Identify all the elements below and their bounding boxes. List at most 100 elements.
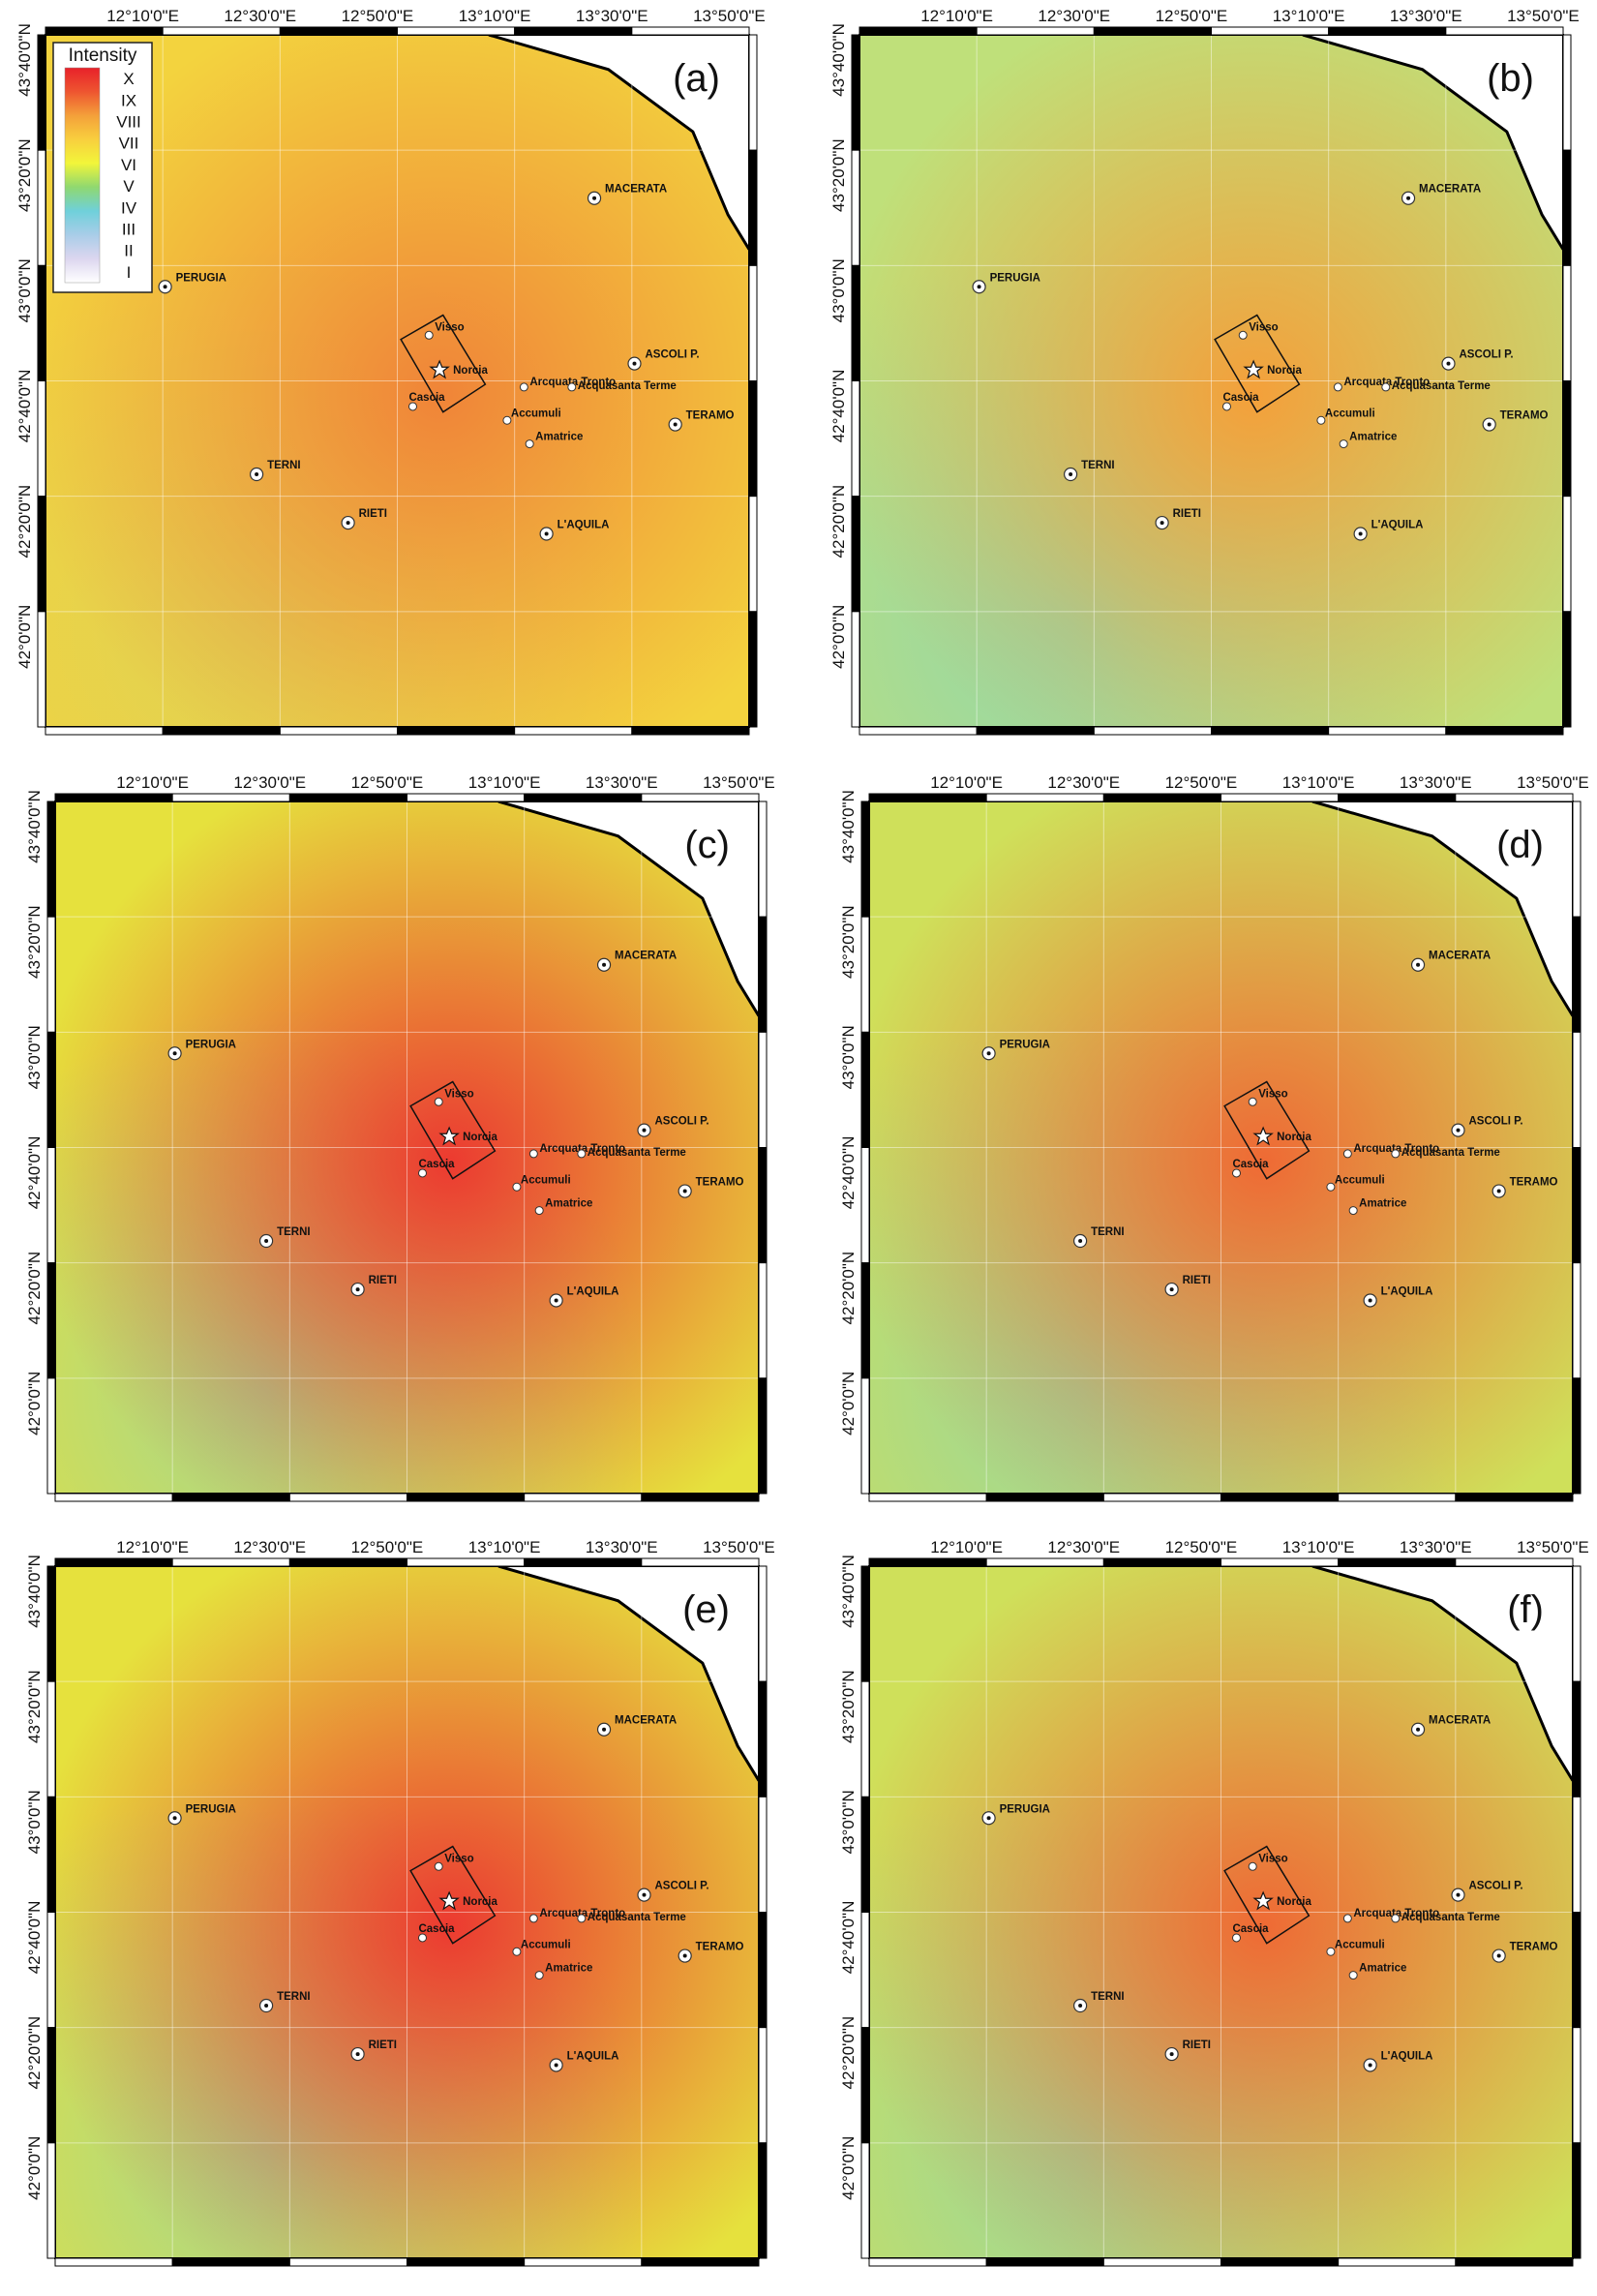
border-segment <box>1562 149 1572 266</box>
city-marker-dot <box>264 1239 269 1244</box>
city-marker-dot <box>1078 1239 1083 1244</box>
town-marker-icon <box>1342 1914 1352 1923</box>
epicenter-star-icon <box>438 1126 460 1146</box>
town-marker-icon <box>528 1149 538 1159</box>
border-segment <box>860 1912 870 2029</box>
border-segment <box>1445 26 1564 36</box>
border-segment <box>1572 1377 1582 1495</box>
city-label: Accumuli <box>1335 1939 1385 1950</box>
city-label: Arcquata Tronto <box>529 377 616 388</box>
border-segment <box>524 1493 643 1502</box>
border-segment <box>37 264 46 381</box>
border-segment <box>631 726 750 736</box>
city-marker-dot <box>1456 1128 1461 1133</box>
town-marker-icon <box>407 402 417 411</box>
city-label: TERAMO <box>696 1942 744 1953</box>
legend-color-ramp <box>64 67 101 284</box>
latitude-tick-label: 42°0'0"N <box>839 2136 858 2200</box>
city-label: Norcia <box>453 365 488 377</box>
epicenter-star-icon <box>1252 1890 1274 1911</box>
border-segment <box>1220 2257 1340 2267</box>
latitude-tick-label: 42°40'0"N <box>829 370 848 443</box>
legend-level-label: II <box>124 242 133 260</box>
longitude-tick-label: 12°50'0"E <box>351 773 424 792</box>
border-segment <box>37 611 46 728</box>
city-label: RIETI <box>369 1275 397 1286</box>
city-label: ASCOLI P. <box>1468 1116 1522 1128</box>
border-segment <box>397 726 516 736</box>
border-segment <box>758 801 768 918</box>
longitude-tick-label: 12°10'0"E <box>106 7 179 25</box>
longitude-tick-label: 13°10'0"E <box>1282 773 1355 792</box>
border-segment <box>1572 1912 1582 2029</box>
border-segment <box>851 149 860 266</box>
border-segment <box>860 2142 870 2259</box>
border-segment <box>748 149 758 266</box>
town-marker-icon <box>1231 1168 1241 1178</box>
border-segment <box>46 1680 56 1798</box>
border-segment <box>1220 793 1340 802</box>
border-segment <box>37 496 46 613</box>
border-segment <box>1562 264 1572 381</box>
city-label: Norcia <box>463 1132 497 1143</box>
city-label: Accumuli <box>1325 408 1375 419</box>
city-marker-dot <box>1416 962 1421 967</box>
city-label: Visso <box>444 1088 473 1100</box>
map-panel: 12°10'0"E 12°30'0"E 12°50'0"E 13°10'0"E 13°3… <box>839 773 1589 1502</box>
latitude-tick-label: 42°40'0"N <box>839 1136 858 1210</box>
longitude-tick-label: 12°10'0"E <box>116 773 189 792</box>
border-segment <box>860 1147 870 1264</box>
city-label: RIETI <box>1173 508 1201 520</box>
city-label: PERUGIA <box>176 272 226 284</box>
city-label: Norcia <box>1277 1132 1311 1143</box>
border-segment <box>851 496 860 613</box>
fault-plane-box <box>400 314 487 413</box>
fault-plane-box <box>1223 1080 1311 1180</box>
longitude-tick-label: 13°30'0"E <box>1400 1538 1472 1556</box>
border-segment <box>851 380 860 498</box>
border-segment <box>748 34 758 151</box>
panel-label: (d) <box>1496 824 1544 866</box>
border-segment <box>758 1031 768 1148</box>
border-segment <box>1455 2257 1574 2267</box>
border-segment <box>758 916 768 1033</box>
border-segment <box>641 1557 760 1567</box>
epicenter-star-icon <box>1243 359 1264 379</box>
longitude-tick-label: 13°50'0"E <box>703 1538 775 1556</box>
border-segment <box>1102 1493 1221 1502</box>
city-marker-dot <box>1456 1892 1461 1897</box>
town-marker-icon <box>1248 1097 1257 1106</box>
longitude-tick-label: 13°10'0"E <box>1273 7 1345 25</box>
city-label: Visso <box>435 321 464 333</box>
panel-label: (b) <box>1487 57 1534 100</box>
city-label: Accumuli <box>521 1174 571 1186</box>
border-segment <box>46 1031 56 1148</box>
city-label: L'AQUILA <box>567 1286 619 1298</box>
border-segment <box>1102 793 1221 802</box>
border-segment <box>758 1680 768 1798</box>
latitude-tick-label: 43°40'0"N <box>25 1555 44 1628</box>
city-label: Norcia <box>463 1896 497 1908</box>
longitude-tick-label: 12°50'0"E <box>1165 773 1238 792</box>
city-label: PERUGIA <box>186 1039 236 1050</box>
border-segment <box>1572 1565 1582 1682</box>
high-intensity-zone <box>45 35 749 727</box>
city-marker-dot <box>642 1892 647 1897</box>
high-intensity-zone <box>55 1566 759 2258</box>
city-label: TERNI <box>1081 460 1115 471</box>
city-marker-dot <box>1160 521 1164 526</box>
town-marker-icon <box>424 330 434 340</box>
town-marker-icon <box>577 1914 587 1923</box>
border-segment <box>860 801 870 918</box>
epicenter-star-icon <box>429 359 450 379</box>
city-marker-dot <box>977 285 981 289</box>
latitude-tick-label: 43°0'0"N <box>25 1790 44 1854</box>
city-marker-dot <box>642 1128 647 1133</box>
border-segment <box>758 1377 768 1495</box>
border-segment <box>407 793 526 802</box>
latitude-tick-label: 43°0'0"N <box>829 258 848 322</box>
city-label: ASCOLI P. <box>654 1116 708 1128</box>
latitude-tick-label: 42°0'0"N <box>25 2136 44 2200</box>
coastline <box>497 1566 759 1782</box>
city-label: TERAMO <box>686 410 735 422</box>
